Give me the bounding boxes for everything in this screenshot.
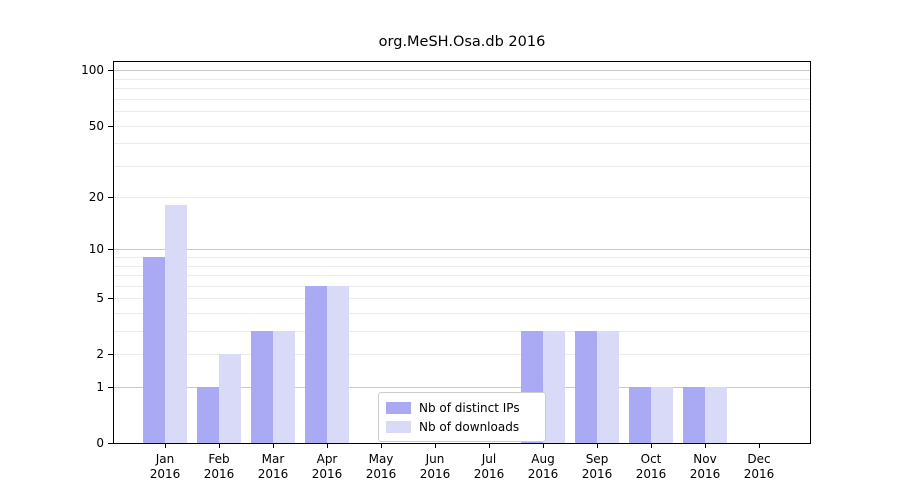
minor-gridline [114,78,810,80]
bar-downloads-aug [543,331,565,443]
x-tick-mark [705,444,706,448]
minor-gridline [114,98,810,100]
x-tick-label: Apr 2016 [299,452,355,482]
bar-distinct-ips-nov [683,387,705,443]
major-gridline [114,387,810,388]
x-tick-label: Jan 2016 [137,452,193,482]
y-tick-label: 10 [88,242,104,257]
x-tick-label: Jul 2016 [461,452,517,482]
x-tick-label: Oct 2016 [623,452,679,482]
bar-downloads-feb [219,354,241,443]
x-tick-year-label: 2016 [149,467,181,481]
legend-label-downloads: Nb of downloads [419,419,520,434]
x-tick-year-label: 2016 [257,467,289,481]
major-gridline [114,70,810,72]
y-tick-label: 0 [96,436,104,450]
minor-gridline [114,285,810,287]
major-gridline [114,249,810,251]
y-tick-mark [108,125,113,127]
x-tick-mark [381,444,382,448]
chart-title: org.MeSH.Osa.db 2016 [378,34,546,50]
y-tick-label: 2 [96,347,104,362]
x-tick-mark [219,444,220,448]
x-tick-year-label: 2016 [203,467,235,481]
y-tick-mark [108,197,113,199]
x-tick-mark [651,444,652,448]
x-tick-label: Dec 2016 [731,452,787,482]
minor-gridline [114,331,810,333]
bar-downloads-jan [165,205,187,443]
x-tick-label: Aug 2016 [515,452,571,482]
bar-downloads-mar [273,331,295,443]
bar-distinct-ips-mar [251,331,273,443]
y-tick-mark [108,354,113,356]
y-tick-mark [108,249,113,251]
x-tick-mark [273,444,274,448]
bar-distinct-ips-oct [629,387,651,443]
legend: Nb of distinct IPs Nb of downloads [378,392,546,442]
y-tick-mark [108,387,113,388]
x-tick-year-label: 2016 [473,467,505,481]
bar-distinct-ips-jan [143,257,165,443]
legend-row-downloads: Nb of downloads [386,417,537,436]
x-tick-label: Mar 2016 [245,452,301,482]
bar-downloads-oct [651,387,673,443]
x-tick-label: Sep 2016 [569,452,625,482]
y-tick-mark [108,70,113,72]
minor-gridline [114,313,810,314]
x-tick-year-label: 2016 [419,467,451,481]
y-tick-label: 50 [88,118,104,133]
minor-gridline [114,298,810,300]
x-tick-mark [165,444,166,448]
bar-downloads-apr [327,285,349,443]
minor-gridline [114,257,810,259]
minor-gridline [114,88,810,90]
x-tick-label: Feb 2016 [191,452,247,482]
minor-gridline [114,275,810,277]
x-tick-mark [543,444,544,448]
minor-gridline [114,111,810,113]
x-tick-label: May 2016 [353,452,409,482]
bar-distinct-ips-sep [575,331,597,443]
y-tick-label: 20 [88,190,104,205]
minor-gridline [114,165,810,167]
bar-distinct-ips-feb [197,387,219,443]
minor-gridline [114,354,810,356]
x-tick-year-label: 2016 [689,467,721,481]
x-tick-year-label: 2016 [581,467,613,481]
plot-area: Nb of distinct IPs Nb of downloads [113,61,811,444]
y-tick-mark [108,298,113,300]
legend-label-distinct-ips: Nb of distinct IPs [419,400,520,415]
x-tick-year-label: 2016 [635,467,667,481]
y-tick-label: 100 [81,63,104,78]
x-tick-year-label: 2016 [311,467,343,481]
legend-swatch-distinct-ips [386,401,411,414]
minor-gridline [114,143,810,145]
legend-row-distinct-ips: Nb of distinct IPs [386,398,537,417]
minor-gridline [114,265,810,267]
bar-downloads-nov [705,387,727,443]
x-tick-mark [435,444,436,448]
x-tick-mark [759,444,760,448]
legend-swatch-downloads [386,420,411,433]
x-tick-mark [597,444,598,448]
x-tick-mark [327,444,328,448]
y-tick-label: 5 [96,291,104,306]
y-tick-mark [108,443,113,444]
x-tick-label: Jun 2016 [407,452,463,482]
minor-gridline [114,197,810,199]
x-tick-year-label: 2016 [365,467,397,481]
x-tick-year-label: 2016 [743,467,775,481]
x-tick-mark [489,444,490,448]
bar-downloads-sep [597,331,619,443]
y-tick-label: 1 [96,380,104,394]
bar-distinct-ips-apr [305,285,327,443]
x-tick-year-label: 2016 [527,467,559,481]
x-tick-label: Nov 2016 [677,452,733,482]
minor-gridline [114,125,810,127]
